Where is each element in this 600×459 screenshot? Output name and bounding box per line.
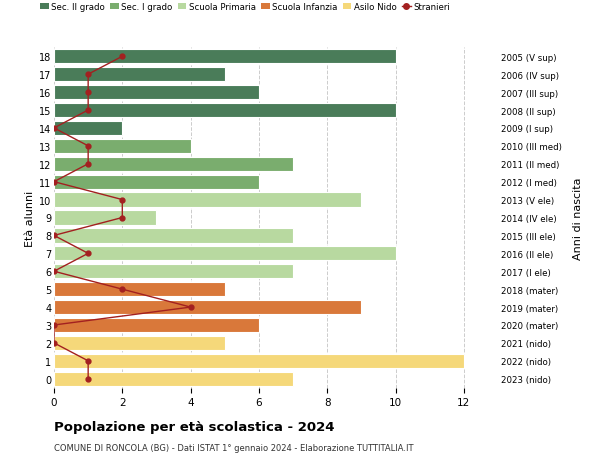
Text: COMUNE DI RONCOLA (BG) - Dati ISTAT 1° gennaio 2024 - Elaborazione TUTTITALIA.IT: COMUNE DI RONCOLA (BG) - Dati ISTAT 1° g… bbox=[54, 443, 413, 452]
Text: Popolazione per età scolastica - 2024: Popolazione per età scolastica - 2024 bbox=[54, 420, 335, 433]
Bar bbox=[54, 193, 361, 207]
Bar bbox=[54, 140, 191, 154]
Bar bbox=[54, 354, 464, 368]
Bar bbox=[54, 318, 259, 332]
Bar bbox=[54, 175, 259, 190]
Bar bbox=[54, 68, 225, 82]
Bar bbox=[54, 336, 225, 350]
Bar bbox=[54, 157, 293, 172]
Bar bbox=[54, 282, 225, 297]
Bar bbox=[54, 229, 293, 243]
Bar bbox=[54, 104, 395, 118]
Bar bbox=[54, 50, 395, 64]
Bar bbox=[54, 246, 395, 261]
Bar bbox=[54, 300, 361, 314]
Bar bbox=[54, 264, 293, 279]
Y-axis label: Anni di nascita: Anni di nascita bbox=[573, 177, 583, 259]
Bar bbox=[54, 211, 157, 225]
Y-axis label: Età alunni: Età alunni bbox=[25, 190, 35, 246]
Bar bbox=[54, 372, 293, 386]
Bar bbox=[54, 122, 122, 136]
Bar bbox=[54, 86, 259, 100]
Legend: Sec. II grado, Sec. I grado, Scuola Primaria, Scuola Infanzia, Asilo Nido, Stran: Sec. II grado, Sec. I grado, Scuola Prim… bbox=[37, 0, 454, 16]
